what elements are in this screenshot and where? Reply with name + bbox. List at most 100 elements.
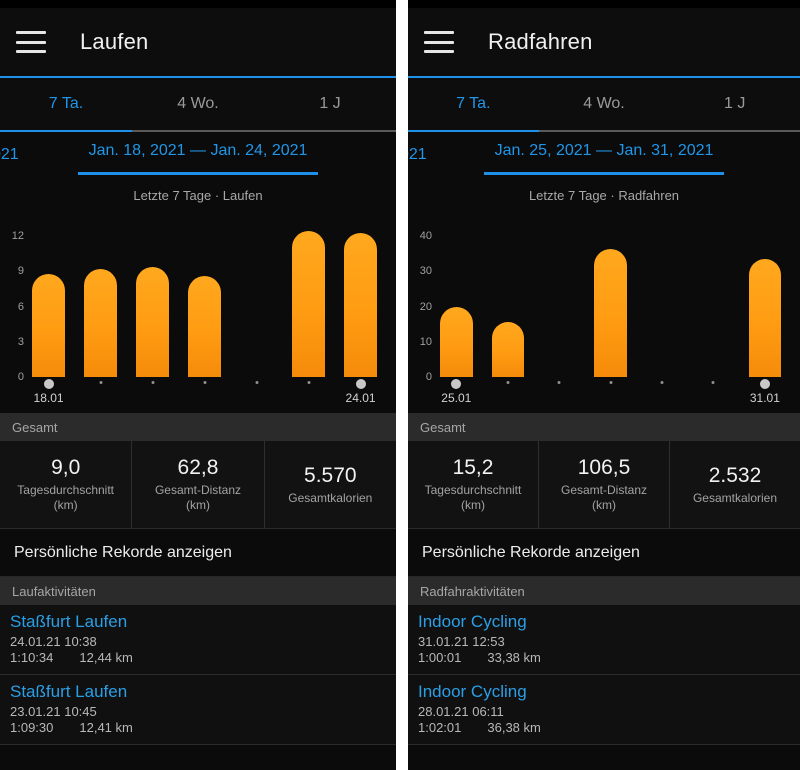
tab-bar: 7 Ta. 4 Wo. 1 J <box>408 78 800 130</box>
activity-list: Staßfurt Laufen 24.01.21 10:38 1:10:34 12,4… <box>0 605 396 745</box>
tab-7-days[interactable]: 7 Ta. <box>456 95 491 112</box>
list-item[interactable]: Staßfurt Laufen 24.01.21 10:38 1:10:34 12,4… <box>0 605 396 675</box>
x-axis-dot-major <box>43 379 54 389</box>
y-axis-tick: 0 <box>17 371 24 383</box>
chart-bar <box>344 232 377 377</box>
total-stat-cell: 2.532 Gesamtkalorien <box>670 441 800 528</box>
chart-plot-area <box>28 222 392 377</box>
tab-4-weeks[interactable]: 4 Wo. <box>177 95 219 112</box>
battery-icon <box>779 0 792 3</box>
tab-indicator <box>408 130 800 132</box>
show-personal-records-button[interactable]: Persönliche Rekorde anzeigen <box>0 529 396 577</box>
tab-indicator <box>0 130 396 132</box>
chart-bar <box>188 276 221 377</box>
current-period-label[interactable]: Jan. 25, 2021 — Jan. 31, 2021 <box>494 142 714 159</box>
hamburger-icon[interactable] <box>424 31 454 53</box>
date-indicator <box>78 172 318 175</box>
total-stat-label: Gesamt-Distanz (km) <box>154 483 241 512</box>
tab-1-year[interactable]: 1 J <box>319 95 341 112</box>
activity-stats: 1:02:01 36,38 km <box>418 720 800 735</box>
battery-icon <box>375 0 388 3</box>
chart-bar <box>136 266 169 377</box>
total-stat-value: 62,8 <box>177 456 219 479</box>
list-item[interactable]: Indoor Cycling 28.01.21 06:11 1:02:01 36,38… <box>408 675 800 745</box>
total-stat-cell: 62,8 Gesamt-Distanz (km) <box>132 441 265 528</box>
panel-separator <box>396 0 408 770</box>
chart-x-labels: 18.01 24.01 <box>28 391 392 413</box>
chart-bar <box>84 268 117 377</box>
status-bar <box>0 0 396 8</box>
total-stat-value: 15,2 <box>452 456 494 479</box>
list-item[interactable]: Indoor Cycling 31.01.21 12:53 1:00:01 33,38… <box>408 605 800 675</box>
x-axis-dot-major <box>355 379 366 389</box>
x-axis-dot-major <box>451 379 462 389</box>
activity-title[interactable]: Indoor Cycling <box>418 682 527 701</box>
x-axis-dot-minor <box>99 381 103 384</box>
chart-bar <box>440 306 473 377</box>
x-axis-dot-minor <box>557 381 561 384</box>
tab-4-weeks[interactable]: 4 Wo. <box>583 95 625 112</box>
panel-radfahren: Radfahren 7 Ta. 4 Wo. 1 J 021 Jan. 25, 2… <box>408 0 800 770</box>
date-indicator <box>484 172 724 175</box>
chart-title: Letzte 7 Tage · Radfahren <box>528 188 680 203</box>
total-stat-cell: 5.570 Gesamtkalorien <box>265 441 396 528</box>
x-axis-dot-minor <box>151 381 155 384</box>
x-axis-dot-major <box>759 379 770 389</box>
chart-bar <box>32 273 65 377</box>
y-axis-tick: 10 <box>419 335 432 348</box>
total-stat-value: 5.570 <box>304 463 357 487</box>
activities-header: Radfahraktivitäten <box>408 577 800 605</box>
totals-header: Gesamt <box>408 413 800 441</box>
activity-title[interactable]: Staßfurt Laufen <box>10 682 128 701</box>
previous-period-label[interactable]: 021 <box>408 146 427 163</box>
chart-x-dots <box>436 377 796 391</box>
activity-stats: 1:09:30 12,41 km <box>10 720 396 735</box>
activity-title[interactable]: Staßfurt Laufen <box>10 612 128 631</box>
signal-icon <box>416 0 429 3</box>
x-axis-dot-minor <box>506 381 510 384</box>
y-axis-tick: 40 <box>419 230 432 243</box>
status-bar <box>408 0 800 8</box>
total-stat-cell: 15,2 Tagesdurchschnitt (km) <box>408 441 539 528</box>
x-axis-label: 24.01 <box>345 391 376 405</box>
app-bar: Laufen <box>0 8 396 76</box>
total-stat-cell: 106,5 Gesamt-Distanz (km) <box>539 441 670 528</box>
tab-7-days[interactable]: 7 Ta. <box>48 95 84 112</box>
totals-row: 15,2 Tagesdurchschnitt (km) 106,5 Gesamt-Dis… <box>408 441 800 529</box>
bar-chart: 0 3 6 9 12 <box>0 222 396 383</box>
chart-x-labels: 25.01 31.01 <box>436 391 796 413</box>
total-stat-label: Gesamtkalorien <box>692 490 778 505</box>
activity-stats: 1:10:34 12,44 km <box>10 650 396 665</box>
total-stat-value: 106,5 <box>577 456 631 479</box>
appbar-accent-rule <box>408 76 800 78</box>
activity-list: Indoor Cycling 31.01.21 12:53 1:00:01 33,38… <box>408 605 800 745</box>
totals-header: Gesamt <box>0 413 396 441</box>
activity-duration: 1:02:01 <box>418 720 462 735</box>
y-axis-tick: 20 <box>419 300 432 313</box>
current-period-label[interactable]: Jan. 18, 2021 — Jan. 24, 2021 <box>88 142 308 159</box>
chart-title: Letzte 7 Tage · Laufen <box>133 188 263 203</box>
chart-bar <box>292 231 325 377</box>
x-axis-dot-minor <box>660 381 664 384</box>
activity-distance: 33,38 km <box>487 650 541 665</box>
activity-duration: 1:10:34 <box>10 650 54 665</box>
x-axis-dot-minor <box>203 381 207 384</box>
list-item[interactable]: Staßfurt Laufen 23.01.21 10:45 1:09:30 12,4… <box>0 675 396 745</box>
activity-distance: 12,44 km <box>79 650 133 665</box>
show-personal-records-button[interactable]: Persönliche Rekorde anzeigen <box>408 529 800 577</box>
total-stat-label: Tagesdurchschnitt (km) <box>17 483 115 512</box>
y-axis-tick: 9 <box>17 265 24 278</box>
chart-bar <box>491 322 524 377</box>
activities-header: Laufaktivitäten <box>0 577 396 605</box>
hamburger-icon[interactable] <box>16 31 46 53</box>
x-axis-dot-minor <box>255 381 259 384</box>
total-stat-value: 9,0 <box>51 456 81 479</box>
previous-period-label[interactable]: 021 <box>0 146 19 163</box>
y-axis: 0 10 20 30 40 <box>408 222 434 383</box>
tab-1-year[interactable]: 1 J <box>724 95 746 112</box>
x-axis-dot-minor <box>711 381 715 384</box>
activity-datetime: 23.01.21 10:45 <box>10 704 97 719</box>
activity-title[interactable]: Indoor Cycling <box>418 612 527 631</box>
chart-bar <box>748 259 782 377</box>
